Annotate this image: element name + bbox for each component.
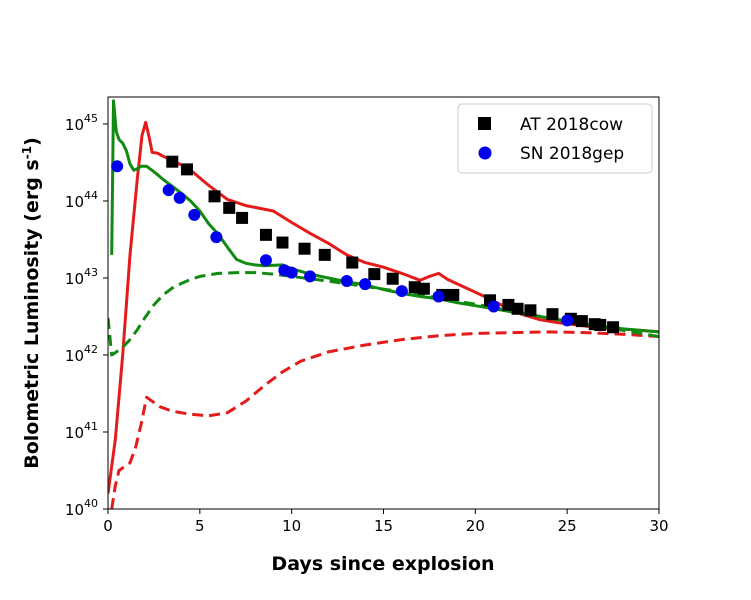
sn2018gep-point [561,314,574,327]
at2018cow-point [318,248,331,261]
at2018cow-point [180,163,193,176]
x-tick-label: 10 [282,517,301,535]
sn2018gep-point [259,254,272,267]
x-tick-label: 15 [374,517,393,535]
legend-label-at2018cow: AT 2018cow [520,115,623,135]
at2018cow-point [368,268,381,281]
at2018cow-point [259,228,272,241]
y-axis-title-base: Bolometric Luminosity (erg s [21,159,43,469]
sn2018gep-point [188,208,201,221]
legend-box [457,103,653,174]
legend-marker-circle [478,146,492,160]
y-tick-exponent: 40 [84,497,98,510]
y-tick-exponent: 42 [84,343,98,356]
y-tick-label: 1041 [65,420,98,442]
sn2018gep-point [111,160,124,173]
at2018cow-point [276,236,289,249]
y-tick-label: 1042 [65,343,98,365]
sn2018gep-point [162,184,175,197]
sn2018gep-point [359,278,372,291]
y-tick-exponent: 44 [84,189,98,202]
x-tick-label: 20 [466,517,485,535]
y-tick-exponent: 45 [84,112,98,125]
y-tick-exponent: 41 [84,420,98,433]
x-tick-label: 5 [195,517,205,535]
at2018cow-point [607,321,620,334]
red-solid-model-line [108,120,659,494]
y-tick-label: 1044 [65,189,98,211]
at2018cow-point [208,190,221,203]
sn2018gep-point [173,191,186,204]
at2018cow-point [447,288,460,301]
at2018cow-point [408,281,421,294]
legend-marker-square [478,117,491,130]
legend: AT 2018cow SN 2018gep [457,103,653,174]
y-tick-base: 10 [65,193,84,211]
y-tick-exponent: 43 [84,266,98,279]
at2018cow-point [223,201,236,214]
at2018cow-point [575,315,588,328]
sn2018gep-point [304,270,317,283]
y-tick-base: 10 [65,270,84,288]
y-tick-base: 10 [65,116,84,134]
green-dashed-model-line [108,271,659,357]
y-tick-base: 10 [65,501,84,519]
at2018cow-point [546,308,559,321]
at2018cow-point [346,256,359,269]
y-tick-base: 10 [65,424,84,442]
sn2018gep-point [432,290,445,303]
at2018cow-point [298,242,311,255]
sn2018gep-point [285,266,298,279]
at2018cow-point [166,155,179,168]
at2018cow-point [502,298,515,311]
y-axis-title-close: ) [21,137,43,146]
at2018cow-point [236,211,249,224]
series-layer [108,99,659,509]
sn2018gep-point [210,231,223,244]
y-axis-title: Bolometric Luminosity (erg s-1) [20,137,43,469]
sn2018gep-point [395,285,408,298]
at2018cow-point [417,282,430,295]
y-tick-label: 1043 [65,266,98,288]
y-tick-label: 1040 [65,497,98,519]
y-tick-base: 10 [65,347,84,365]
x-tick-label: 0 [103,517,113,535]
sn2018gep-point [340,275,353,288]
x-axis: 0 5 10 15 20 25 30 [103,509,669,535]
sn2018gep-point [487,300,500,313]
at2018cow-point [594,318,607,331]
red-dashed-model-line [110,330,659,509]
y-tick-label: 1045 [65,112,98,134]
x-axis-title: Days since explosion [271,553,494,575]
at2018cow-point [524,304,537,317]
legend-label-sn2018gep: SN 2018gep [520,144,624,164]
y-axis-title-sup: -1 [20,146,34,159]
at2018cow-point [386,272,399,285]
at2018cow-point [511,302,524,315]
x-tick-label: 25 [558,517,577,535]
x-tick-label: 30 [649,517,668,535]
